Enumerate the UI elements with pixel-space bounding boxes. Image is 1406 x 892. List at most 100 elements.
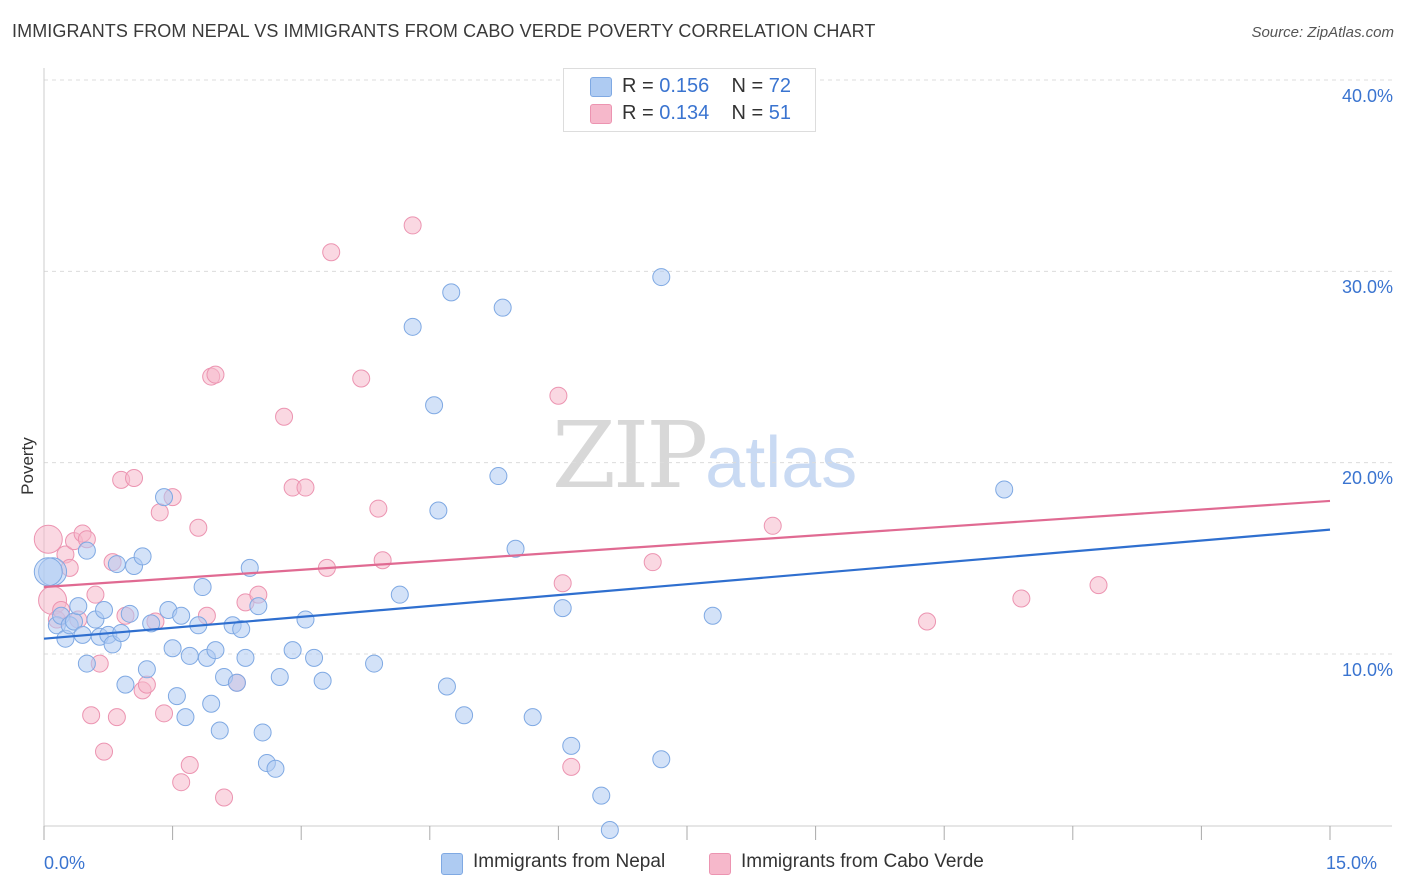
nepal-point: [142, 614, 161, 633]
axes: [43, 68, 1392, 840]
cabo-verde-point: [125, 468, 144, 487]
nepal-point: [202, 694, 221, 713]
nepal-point: [206, 641, 225, 660]
legend-text-nepal: R = 0.156 N = 72: [622, 75, 791, 98]
r-value: 0.134: [659, 102, 710, 124]
nepal-point: [133, 547, 152, 566]
cabo-verde-point: [373, 551, 392, 570]
r-label: R =: [622, 102, 654, 124]
nepal-point: [403, 317, 422, 336]
nepal-point: [652, 750, 671, 769]
x-tick-label-min: 0.0%: [44, 853, 86, 873]
nepal-point: [600, 821, 619, 840]
nepal-point: [365, 654, 384, 673]
nepal-point: [107, 555, 126, 574]
n-value: 72: [768, 75, 792, 97]
nepal-point: [995, 480, 1014, 499]
cabo-verde-point: [643, 553, 662, 572]
chart-title: IMMIGRANTS FROM NEPAL VS IMMIGRANTS FROM…: [12, 21, 876, 41]
cabo-verde-point: [33, 524, 63, 554]
nepal-point: [283, 641, 302, 660]
nepal-point: [227, 673, 246, 692]
cabo-verde-point: [180, 755, 199, 774]
watermark-zip: ZIP: [552, 402, 708, 509]
series-cabo-verde: [33, 216, 1108, 807]
cabo-verde-point: [275, 407, 294, 426]
cabo-verde-point: [369, 499, 388, 518]
nepal-point: [296, 610, 315, 629]
cabo-verde-point: [549, 386, 568, 405]
legend-swatch-cabo-verde: [590, 104, 612, 124]
y-tick-label-10: 10.0%: [1341, 660, 1393, 680]
cabo-verde-point: [1012, 589, 1031, 608]
cabo-verde-point: [553, 574, 572, 593]
trend-lines: [43, 499, 1331, 640]
nepal-point: [390, 585, 409, 604]
y-tick-label-20: 20.0%: [1341, 468, 1393, 488]
nepal-point: [553, 599, 572, 618]
cabo-verde-point: [1089, 576, 1108, 595]
nepal-point: [703, 606, 722, 625]
cabo-verde-point: [296, 478, 315, 497]
nepal-point: [489, 467, 508, 486]
bottom-legend-swatch-nepal: [441, 853, 463, 875]
nepal-point: [77, 654, 96, 673]
nepal-point: [305, 648, 324, 667]
nepal-point: [437, 677, 456, 696]
n-label: N =: [731, 102, 764, 124]
nepal-point: [33, 557, 63, 587]
y-tick-label-40: 40.0%: [1341, 86, 1393, 106]
nepal-point: [69, 597, 88, 616]
nepal-point: [562, 736, 581, 755]
cabo-verde-point: [189, 518, 208, 537]
cabo-verde-point: [107, 708, 126, 727]
y-axis-label: Poverty: [18, 437, 37, 495]
r-value: 0.156: [659, 75, 710, 97]
cabo-verde-point: [206, 365, 225, 384]
cabo-verde-point: [562, 757, 581, 776]
nepal-point: [120, 604, 139, 623]
nepal-point: [266, 759, 285, 778]
bottom-legend-label-cabo-verde: Immigrants from Cabo Verde: [741, 851, 984, 872]
bottom-legend-swatch-cabo-verde: [709, 853, 731, 875]
trend-line-nepal: [43, 528, 1331, 640]
nepal-point: [425, 396, 444, 415]
nepal-point: [193, 578, 212, 597]
nepal-point: [442, 283, 461, 302]
nepal-point: [523, 708, 542, 727]
nepal-point: [506, 539, 525, 558]
nepal-point: [77, 541, 96, 560]
cabo-verde-point: [403, 216, 422, 235]
cabo-verde-point: [86, 585, 105, 604]
legend-text-cabo-verde: R = 0.134 N = 51: [622, 102, 791, 125]
bottom-legend-label-nepal: Immigrants from Nepal: [473, 851, 666, 872]
nepal-point: [172, 606, 191, 625]
cabo-verde-point: [322, 243, 341, 262]
nepal-point: [493, 298, 512, 317]
nepal-point: [155, 488, 174, 507]
cabo-verde-point: [95, 742, 114, 761]
cabo-verde-point: [150, 503, 169, 522]
nepal-point: [429, 501, 448, 520]
cabo-verde-point: [215, 788, 234, 807]
nepal-point: [163, 639, 182, 658]
legend-swatch-nepal: [590, 77, 612, 97]
nepal-point: [167, 687, 186, 706]
nepal-point: [116, 675, 135, 694]
cabo-verde-point: [137, 675, 156, 694]
nepal-point: [236, 648, 255, 667]
nepal-point: [232, 620, 251, 639]
nepal-point: [455, 706, 474, 725]
n-label: N =: [731, 75, 764, 97]
nepal-point: [313, 671, 332, 690]
nepal-point: [180, 646, 199, 665]
y-tick-label-30: 30.0%: [1341, 277, 1393, 297]
nepal-point: [95, 600, 114, 619]
cabo-verde-point: [82, 706, 101, 725]
cabo-verde-point: [352, 369, 371, 388]
source-label: Source: ZipAtlas.com: [1251, 24, 1394, 41]
x-tick-label-max: 15.0%: [1326, 853, 1378, 873]
nepal-point: [592, 786, 611, 805]
n-value: 51: [768, 102, 792, 124]
